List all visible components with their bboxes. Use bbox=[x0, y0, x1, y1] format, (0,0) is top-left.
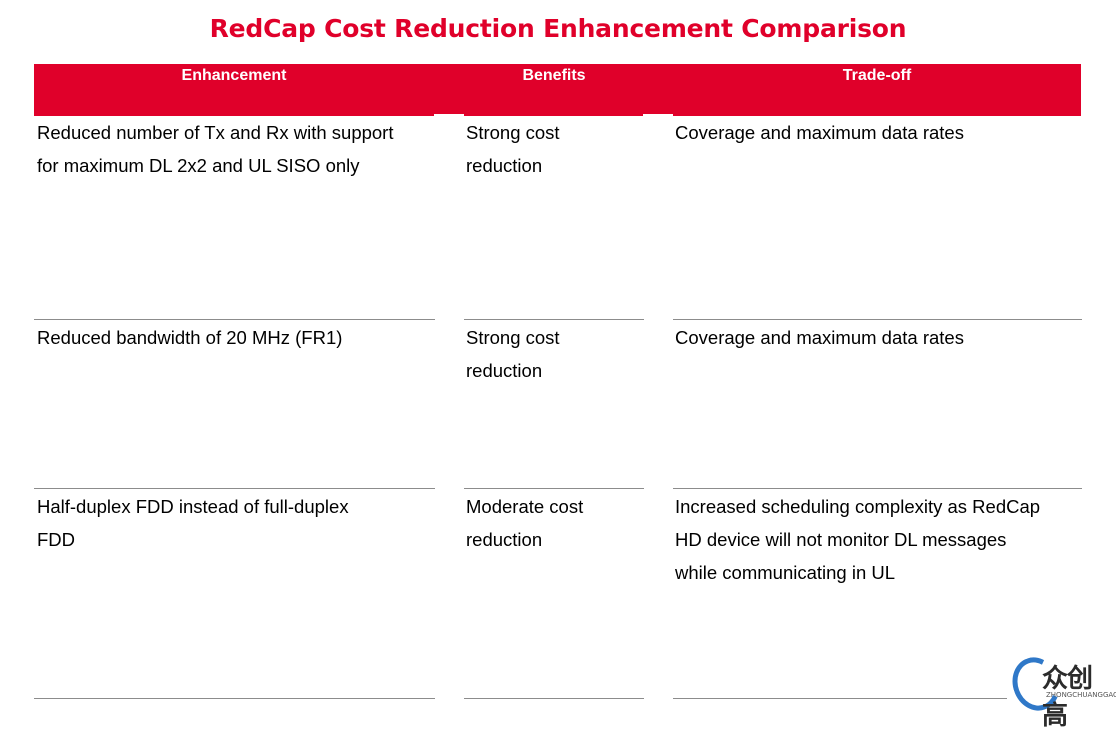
row-divider bbox=[464, 319, 644, 320]
cell-line: Increased scheduling complexity as RedCa… bbox=[675, 496, 1041, 517]
row-divider bbox=[464, 488, 644, 489]
benefits-cell: Strong cost reduction bbox=[466, 321, 642, 387]
row-divider bbox=[673, 488, 1082, 489]
cell-line: reduction bbox=[466, 529, 543, 550]
cell-line: Coverage and maximum data rates bbox=[675, 122, 964, 143]
watermark-logo: 众创高 ZHONGCHUANGGAO bbox=[1005, 650, 1116, 731]
header-benefits: Benefits bbox=[522, 67, 586, 84]
cell-line: Coverage and maximum data rates bbox=[675, 327, 964, 348]
benefits-cell: Moderate cost reduction bbox=[466, 490, 642, 556]
cell-line: HD device will not monitor DL messages bbox=[675, 529, 1007, 550]
cell-line: Half-duplex FDD instead of full-duplex bbox=[37, 496, 349, 517]
row-divider bbox=[673, 698, 1007, 699]
cell-line: FDD bbox=[37, 529, 76, 550]
header-enhancement: Enhancement bbox=[181, 67, 287, 84]
row-divider bbox=[673, 319, 1082, 320]
cell-line: Reduced number of Tx and Rx with support bbox=[37, 122, 394, 143]
cell-line: reduction bbox=[466, 155, 543, 176]
enhancement-cell: Half-duplex FDD instead of full-duplex F… bbox=[37, 490, 433, 556]
cell-line: for maximum DL 2x2 and UL SISO only bbox=[37, 155, 360, 176]
page-title: RedCap Cost Reduction Enhancement Compar… bbox=[209, 14, 907, 43]
cell-line: Reduced bandwidth of 20 MHz (FR1) bbox=[37, 327, 343, 348]
enhancement-cell: Reduced number of Tx and Rx with support… bbox=[37, 116, 433, 182]
table-header-bar bbox=[34, 64, 1081, 116]
tradeoff-cell: Coverage and maximum data rates bbox=[675, 321, 1079, 354]
header-divider bbox=[643, 114, 673, 118]
tradeoff-cell: Increased scheduling complexity as RedCa… bbox=[675, 490, 1079, 589]
cell-line: reduction bbox=[466, 360, 543, 381]
cell-line: while communicating in UL bbox=[675, 562, 896, 583]
row-divider bbox=[34, 698, 435, 699]
row-divider bbox=[464, 698, 644, 699]
header-divider bbox=[434, 114, 464, 118]
cell-line: Moderate cost bbox=[466, 496, 584, 517]
tradeoff-cell: Coverage and maximum data rates bbox=[675, 116, 1079, 149]
cell-line: Strong cost bbox=[466, 122, 560, 143]
benefits-cell: Strong cost reduction bbox=[466, 116, 642, 182]
row-divider bbox=[34, 319, 435, 320]
cell-line: Strong cost bbox=[466, 327, 560, 348]
row-divider bbox=[34, 488, 435, 489]
header-tradeoff: Trade-off bbox=[842, 67, 912, 84]
enhancement-cell: Reduced bandwidth of 20 MHz (FR1) bbox=[37, 321, 433, 354]
logo-subtext: ZHONGCHUANGGAO bbox=[1046, 691, 1116, 699]
